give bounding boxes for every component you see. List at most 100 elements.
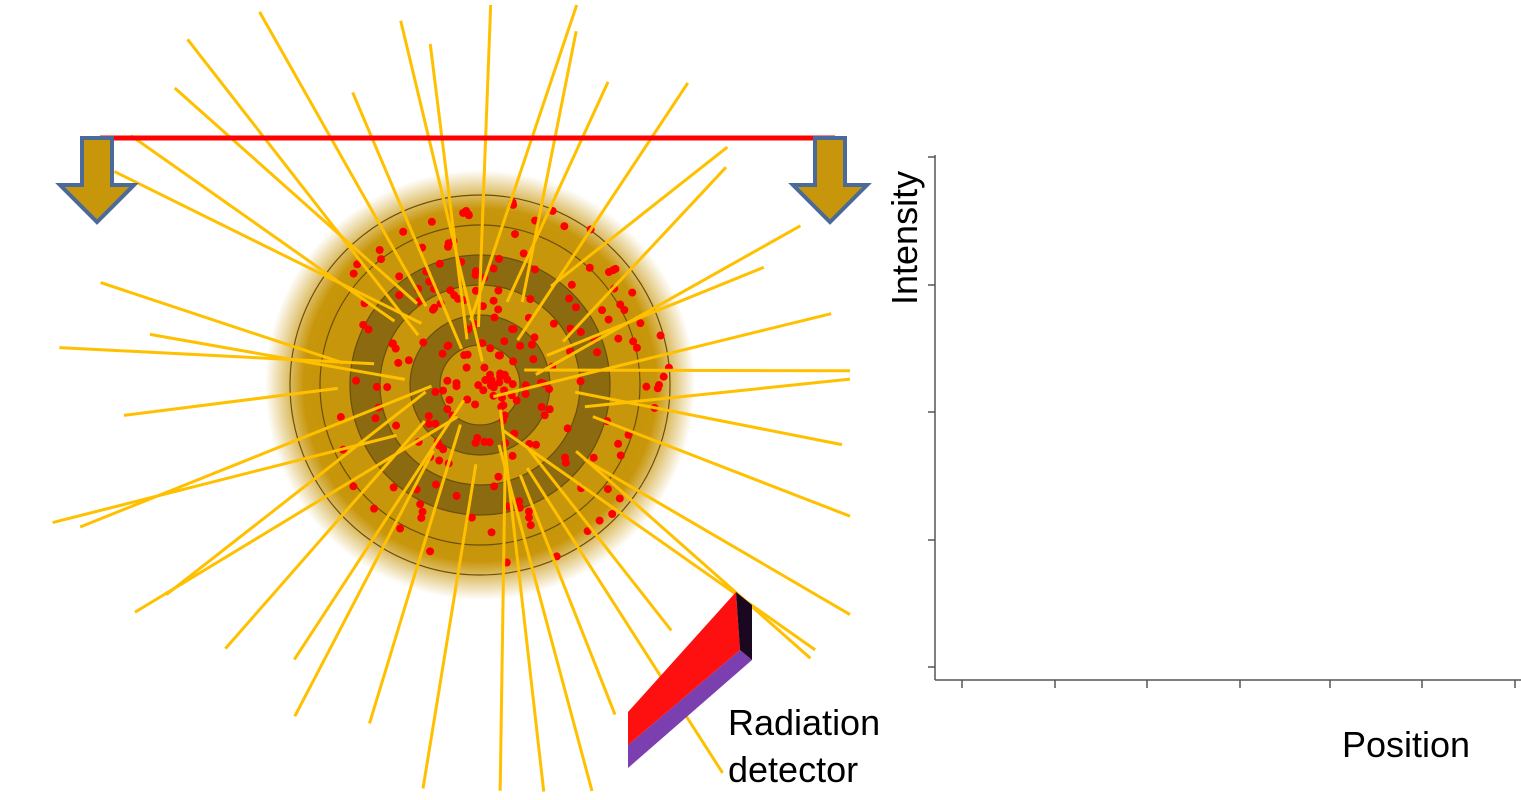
ray bbox=[469, 4, 579, 322]
particle bbox=[486, 344, 495, 353]
ray bbox=[524, 368, 851, 373]
arrow-left bbox=[55, 136, 139, 225]
ray bbox=[123, 386, 338, 417]
ray bbox=[59, 346, 375, 366]
particle bbox=[530, 333, 539, 342]
detector-front bbox=[628, 650, 752, 768]
particle bbox=[497, 402, 506, 411]
particle bbox=[487, 375, 496, 384]
particle bbox=[560, 222, 569, 231]
y-axis-label: Intensity bbox=[884, 171, 925, 305]
particle bbox=[521, 389, 530, 398]
particle bbox=[495, 351, 504, 360]
ray bbox=[550, 145, 729, 288]
particle bbox=[524, 513, 533, 522]
ray bbox=[498, 466, 507, 791]
ray bbox=[575, 450, 812, 660]
particle bbox=[375, 246, 384, 255]
particle bbox=[653, 384, 662, 393]
particle bbox=[419, 338, 428, 347]
particle bbox=[443, 376, 452, 385]
arrow-right bbox=[788, 136, 872, 225]
particle bbox=[571, 303, 580, 312]
ray bbox=[428, 43, 469, 340]
particle bbox=[656, 331, 665, 340]
ray bbox=[546, 265, 765, 357]
particle bbox=[364, 325, 373, 334]
particle bbox=[443, 405, 452, 414]
rays bbox=[52, 4, 851, 792]
ray bbox=[421, 464, 478, 789]
particle bbox=[485, 438, 494, 447]
particle bbox=[435, 456, 444, 465]
particle bbox=[495, 378, 504, 387]
particle bbox=[549, 319, 558, 328]
particle bbox=[516, 341, 525, 350]
ray bbox=[130, 134, 396, 323]
particle bbox=[404, 356, 413, 365]
particle bbox=[349, 482, 358, 491]
particle bbox=[615, 494, 624, 503]
particle bbox=[494, 472, 503, 481]
particle bbox=[589, 453, 598, 462]
particle bbox=[478, 339, 487, 348]
particle bbox=[659, 372, 668, 381]
particle bbox=[377, 255, 386, 264]
particle bbox=[371, 414, 380, 423]
particle bbox=[462, 363, 471, 372]
particle bbox=[471, 271, 480, 280]
ray bbox=[52, 433, 397, 524]
particle bbox=[424, 419, 433, 428]
ray bbox=[561, 166, 728, 343]
particle bbox=[526, 521, 535, 530]
ray bbox=[149, 332, 406, 381]
particle bbox=[463, 350, 472, 359]
particle bbox=[383, 383, 392, 392]
particle bbox=[632, 343, 641, 352]
particle bbox=[576, 377, 585, 386]
particle bbox=[508, 380, 517, 389]
particle bbox=[642, 382, 651, 391]
particle bbox=[567, 280, 576, 289]
particle bbox=[396, 524, 405, 533]
particle bbox=[508, 451, 517, 460]
x-axis-label: Position bbox=[1342, 724, 1470, 765]
particle bbox=[489, 264, 498, 273]
particle bbox=[487, 528, 496, 537]
particle bbox=[489, 296, 498, 305]
particle bbox=[418, 507, 427, 516]
particle bbox=[435, 259, 444, 268]
ray bbox=[134, 415, 459, 614]
particle bbox=[490, 313, 499, 322]
particle bbox=[480, 363, 489, 372]
particle bbox=[616, 300, 625, 309]
particle bbox=[510, 230, 519, 239]
particle bbox=[509, 357, 518, 366]
particle bbox=[439, 445, 448, 454]
particle bbox=[527, 340, 536, 349]
ray bbox=[497, 444, 594, 792]
particle bbox=[462, 206, 471, 215]
particle bbox=[620, 305, 629, 314]
ray bbox=[592, 415, 851, 518]
particle bbox=[616, 451, 625, 460]
particle bbox=[545, 385, 554, 394]
particle bbox=[474, 381, 483, 390]
ray bbox=[186, 38, 420, 337]
ray bbox=[493, 312, 832, 398]
particle bbox=[611, 264, 620, 273]
ray bbox=[520, 30, 578, 303]
particle bbox=[481, 376, 490, 385]
ray bbox=[224, 419, 427, 650]
particle bbox=[349, 269, 358, 278]
ray bbox=[518, 474, 617, 716]
particle bbox=[431, 419, 440, 428]
particle bbox=[467, 513, 476, 522]
ray bbox=[535, 224, 802, 376]
particle bbox=[595, 516, 604, 525]
particle bbox=[444, 341, 453, 350]
ray bbox=[583, 458, 851, 616]
particle bbox=[614, 334, 623, 343]
ray bbox=[476, 4, 493, 328]
